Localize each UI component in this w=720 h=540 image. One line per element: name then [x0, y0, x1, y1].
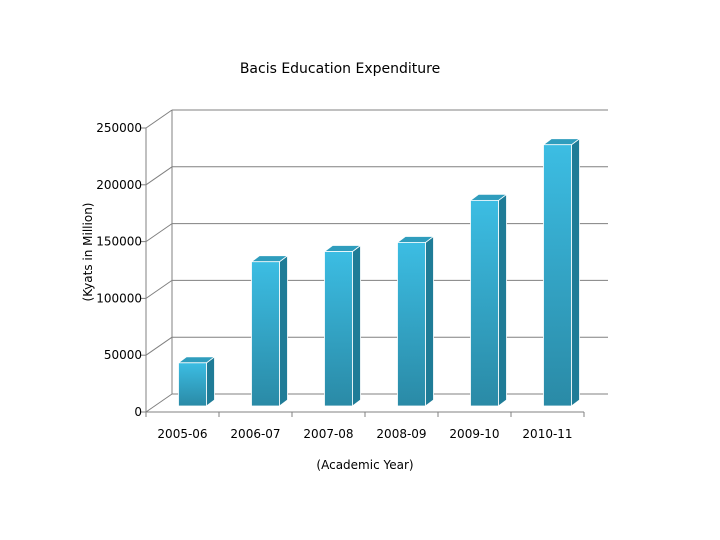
- bar: [469, 193, 508, 407]
- bar-front: [178, 362, 207, 407]
- bar: [250, 254, 289, 407]
- bar-side: [279, 254, 288, 407]
- x-tick-label: 2006-07: [230, 427, 280, 441]
- bar: [323, 244, 362, 407]
- gridline-side: [145, 279, 173, 299]
- y-tick-label: 150000: [96, 235, 142, 249]
- x-tick-labels: 2005-06 2006-07 2007-08 2008-09 2009-10 2010-…: [157, 427, 572, 441]
- bar-front: [324, 251, 353, 407]
- y-tick-label: 50000: [104, 348, 142, 362]
- bars: [177, 137, 581, 407]
- x-axis-title: (Academic Year): [316, 458, 414, 472]
- gridline-side: [145, 166, 173, 186]
- bar-front: [543, 144, 572, 407]
- bar: [542, 137, 581, 407]
- x-tick-label: 2009-10: [449, 427, 499, 441]
- gridline-side: [145, 109, 173, 129]
- y-tick-label: 100000: [96, 291, 142, 305]
- bar-side: [352, 244, 361, 407]
- bar: [396, 235, 435, 407]
- bar-side: [571, 137, 580, 407]
- gridline-side: [145, 393, 173, 413]
- chart-title: Bacis Education Expenditure: [239, 61, 441, 77]
- gridline-side: [145, 336, 173, 356]
- bar-side: [498, 193, 507, 407]
- bar-side: [425, 235, 434, 407]
- y-tick-labels: 0 50000 100000 150000 200000 250000: [96, 121, 142, 419]
- x-tick-label: 2008-09: [376, 427, 426, 441]
- grid-lines: [140, 109, 608, 417]
- x-tick-label: 2005-06: [157, 427, 207, 441]
- bar-front: [470, 199, 499, 407]
- x-tick-label: 2007-08: [303, 427, 353, 441]
- y-tick-label: 0: [134, 405, 142, 419]
- gridline-side: [145, 223, 173, 243]
- y-tick-label: 250000: [96, 121, 142, 135]
- bar-front: [251, 261, 280, 407]
- x-tick-label: 2010-11: [522, 427, 572, 441]
- bar-side: [206, 356, 215, 407]
- bar: [177, 356, 216, 407]
- bar-front: [397, 242, 426, 407]
- y-tick-label: 200000: [96, 178, 142, 192]
